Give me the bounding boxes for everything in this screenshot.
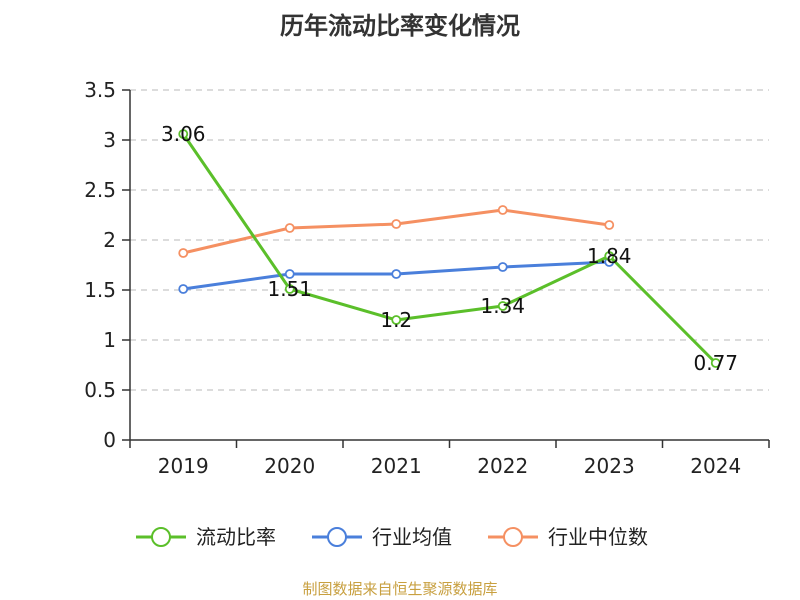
legend-marker-icon [503, 527, 523, 547]
data-label: 1.2 [380, 308, 412, 332]
data-label: 3.06 [161, 122, 206, 146]
data-point [391, 315, 402, 325]
y-tick-label: 0 [103, 428, 116, 452]
y-tick-label: 0.5 [84, 378, 116, 402]
x-tick-label: 2021 [371, 454, 422, 478]
legend: 流动比率 行业均值 行业中位数 [136, 525, 648, 549]
y-tick-label: 3 [103, 128, 116, 152]
y-tick-label: 3.5 [84, 78, 116, 102]
data-point [497, 301, 508, 311]
source-footer: 制图数据来自恒生聚源数据库 [302, 580, 498, 598]
data-point [604, 220, 615, 230]
chart-title: 历年流动比率变化情况 [280, 12, 520, 40]
y-tick-label: 1.5 [84, 278, 116, 302]
data-label: 1.84 [587, 244, 632, 268]
data-point [604, 251, 615, 261]
data-point [497, 262, 508, 272]
data-label: 1.34 [480, 294, 525, 318]
y-tick-label: 2.5 [84, 178, 116, 202]
legend-label: 行业均值 [372, 525, 452, 549]
x-tick-label: 2024 [690, 454, 741, 478]
y-tick-label: 1 [103, 328, 116, 352]
data-label: 1.51 [267, 277, 312, 301]
data-label-layer: 3.06 1.51 1.2 1.34 1.84 0.77 [161, 122, 738, 375]
data-point [710, 358, 721, 368]
data-point [284, 223, 295, 233]
series-line [182, 208, 610, 255]
legend-marker-icon [151, 527, 171, 547]
series-layer [178, 129, 721, 368]
series-line [182, 133, 717, 365]
data-point [284, 284, 295, 294]
legend-label: 流动比率 [196, 525, 276, 549]
data-point [178, 248, 189, 258]
data-point [391, 219, 402, 229]
legend-label: 行业中位数 [548, 525, 648, 549]
data-point [497, 205, 508, 215]
data-point [178, 284, 189, 294]
data-label: 0.77 [693, 351, 738, 375]
data-point [391, 269, 402, 279]
axis-layer: 0 0.5 1 1.5 2 2.5 3 3.5 2019 2020 2021 2022 2023 2024 [84, 78, 770, 478]
x-tick-label: 2019 [158, 454, 209, 478]
x-tick-label: 2023 [584, 454, 635, 478]
x-tick-label: 2020 [264, 454, 315, 478]
y-tick-label: 2 [103, 228, 116, 252]
grid-layer [130, 89, 769, 391]
data-point [178, 129, 189, 139]
data-point [284, 269, 295, 279]
legend-marker-icon [327, 527, 347, 547]
x-tick-label: 2022 [477, 454, 528, 478]
